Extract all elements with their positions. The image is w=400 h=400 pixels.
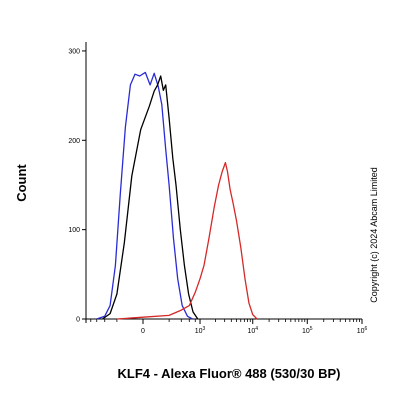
x-tick-label: 106 [357, 326, 368, 335]
series-line-3 [116, 161, 258, 320]
copyright-notice: Copyright (c) 2024 Abcam Limited [369, 167, 379, 303]
y-tick-label: 200 [68, 138, 80, 145]
x-axis-title: KLF4 - Alexa Fluor® 488 (530/30 BP) [118, 366, 341, 381]
y-tick-label: 100 [68, 227, 80, 234]
x-tick-label: 104 [247, 326, 258, 335]
y-axis-title: Count [14, 164, 29, 202]
y-tick-label: 0 [76, 317, 80, 324]
x-tick-label: 105 [302, 326, 313, 335]
series-line-1 [96, 71, 193, 320]
x-tick-label: 103 [195, 326, 206, 335]
y-tick-label: 300 [68, 48, 80, 55]
plot-axes: 0 100 200 300 0 103 104 105 106 [68, 42, 368, 335]
series-line-2 [102, 75, 199, 320]
series-layer [96, 71, 258, 320]
x-tick-label: 0 [141, 328, 145, 335]
